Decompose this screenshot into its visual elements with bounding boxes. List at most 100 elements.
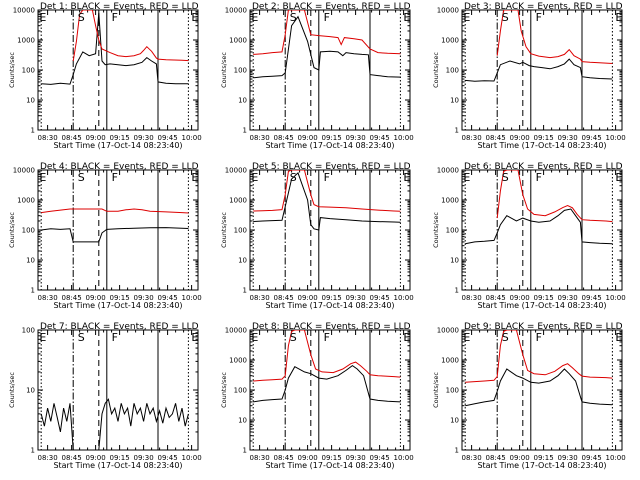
x-tick-label: 08:30 (462, 294, 482, 302)
segment-label: F (536, 11, 542, 24)
y-tick-label: 1000 (441, 37, 459, 45)
x-tick-label: 09:30 (346, 294, 366, 302)
plot-frame (461, 329, 623, 451)
y-tick-label: 1000 (441, 197, 459, 205)
x-tick-label: 09:15 (534, 294, 554, 302)
segment-label: E (403, 171, 410, 184)
y-axis-label: Counts/sec (8, 372, 16, 408)
x-tick-label: 10:00 (182, 294, 202, 302)
segment-label: E (463, 331, 470, 344)
x-tick-label: 09:30 (346, 454, 366, 462)
x-tick-label: 09:45 (582, 454, 602, 462)
x-tick-label: 10:00 (394, 134, 414, 142)
chart-panel-1: Det 1: BLACK = Events, RED = LLD 1 10 100 10… (8, 2, 202, 150)
chart-title: Det 7: BLACK = Events, RED = LLD (40, 322, 199, 332)
x-tick-label: 08:45 (274, 134, 294, 142)
segment-label: E (463, 11, 470, 24)
segment-label: E (39, 331, 46, 344)
x-tick-label: 08:45 (62, 134, 82, 142)
x-tick-label: 08:45 (274, 454, 294, 462)
x-tick-label: 09:45 (370, 454, 390, 462)
x-axis-label: Start Time (17-Oct-14 08:23:40) (53, 301, 182, 310)
segment-label: E (39, 171, 46, 184)
y-tick-label: 100 (234, 67, 247, 75)
y-tick-label: 10000 (13, 7, 35, 15)
plot-frame (461, 169, 623, 291)
y-tick-label: 1000 (17, 197, 35, 205)
series-events (253, 15, 401, 79)
x-tick-label: 08:45 (486, 294, 506, 302)
y-tick-label: 1000 (229, 197, 247, 205)
y-axis-label: Counts/sec (8, 52, 16, 88)
segment-label: E (615, 171, 622, 184)
x-tick-label: 08:30 (38, 294, 58, 302)
x-tick-label: 09:15 (534, 454, 554, 462)
y-tick-label: 10000 (437, 7, 459, 15)
chart-title: Det 1: BLACK = Events, RED = LLD (40, 2, 199, 12)
chart-title: Det 8: BLACK = Events, RED = LLD (252, 322, 411, 332)
segment-label: S (502, 171, 509, 184)
y-tick-label: 1 (31, 287, 35, 295)
x-tick-label: 09:00 (298, 454, 318, 462)
segment-label: S (502, 11, 509, 24)
y-tick-label: 10000 (225, 167, 247, 175)
y-axis-label: Counts/sec (220, 212, 228, 248)
series-events (41, 227, 189, 243)
segment-label: E (251, 331, 258, 344)
y-tick-label: 10 (238, 417, 247, 425)
y-tick-label: 10 (450, 257, 459, 265)
segment-label: S (502, 331, 509, 344)
x-tick-label: 09:15 (110, 294, 130, 302)
x-tick-label: 09:45 (370, 294, 390, 302)
plot-frame (249, 9, 411, 131)
y-tick-label: 10000 (225, 327, 247, 335)
x-tick-label: 08:30 (250, 454, 270, 462)
x-tick-label: 08:30 (38, 134, 58, 142)
x-tick-label: 09:15 (110, 134, 130, 142)
x-tick-label: 09:00 (298, 294, 318, 302)
series-events (40, 398, 189, 450)
x-tick-label: 09:30 (134, 454, 154, 462)
y-tick-label: 100 (446, 387, 459, 395)
segment-label: F (112, 171, 118, 184)
x-tick-label: 10:00 (182, 134, 202, 142)
y-tick-label: 1 (31, 447, 35, 455)
x-tick-label: 09:45 (158, 134, 178, 142)
segment-label: E (191, 171, 198, 184)
segment-label: E (403, 331, 410, 344)
plot-frame (249, 329, 411, 451)
chart-panel-8: Det 8: BLACK = Events, RED = LLD 1 10 100 10… (220, 322, 414, 470)
x-tick-label: 08:45 (62, 294, 82, 302)
series-lld (253, 170, 401, 212)
segment-label: E (251, 11, 258, 24)
series-events (465, 368, 613, 407)
chart-panel-2: Det 2: BLACK = Events, RED = LLD 1 10 100 10… (220, 2, 414, 150)
x-axis-label: Start Time (17-Oct-14 08:23:40) (265, 461, 394, 470)
segment-label: F (324, 11, 330, 24)
y-tick-label: 1000 (17, 37, 35, 45)
y-tick-label: 1000 (229, 357, 247, 365)
x-tick-label: 08:30 (250, 294, 270, 302)
y-tick-label: 1 (455, 447, 459, 455)
chart-panel-3: Det 3: BLACK = Events, RED = LLD 1 10 100 10… (432, 2, 626, 150)
x-tick-label: 09:45 (158, 454, 178, 462)
y-tick-label: 10 (450, 417, 459, 425)
x-tick-label: 08:30 (462, 134, 482, 142)
y-axis-label: Counts/sec (220, 52, 228, 88)
y-tick-label: 100 (22, 67, 35, 75)
x-tick-label: 09:45 (582, 134, 602, 142)
y-tick-label: 10 (26, 97, 35, 105)
x-tick-label: 09:30 (134, 294, 154, 302)
y-tick-label: 100 (234, 227, 247, 235)
plot-frame (37, 9, 199, 131)
x-tick-label: 09:15 (110, 454, 130, 462)
x-tick-label: 08:45 (274, 294, 294, 302)
y-tick-label: 1000 (229, 37, 247, 45)
x-tick-label: 09:15 (322, 454, 342, 462)
series-lld (496, 170, 613, 223)
plot-frame (37, 169, 199, 291)
x-axis-label: Start Time (17-Oct-14 08:23:40) (265, 141, 394, 150)
x-tick-label: 09:30 (558, 134, 578, 142)
y-axis-label: Counts/sec (432, 372, 440, 408)
